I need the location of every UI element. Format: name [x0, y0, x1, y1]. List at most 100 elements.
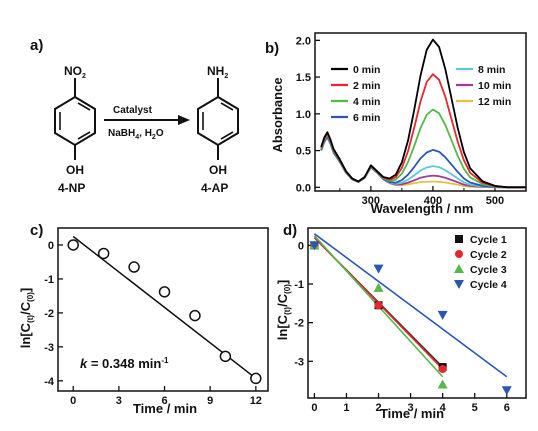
data-point [501, 386, 512, 396]
legend-label: 8 min [478, 64, 505, 76]
reactant-top-group: NO2 [64, 64, 86, 80]
x-tick-label: 6 [161, 395, 167, 407]
legend-label: 0 min [353, 64, 380, 76]
x-tick-label: 5 [472, 402, 478, 414]
panel-b-x-axis-title: Wavelength / nm [371, 201, 474, 216]
x-tick-label: 400 [424, 195, 442, 207]
product-top-group: NH2 [207, 64, 228, 80]
x-tick-label: 0 [311, 402, 317, 414]
legend-label: Cycle 2 [470, 249, 507, 261]
legend-label: 10 min [478, 80, 511, 92]
panel-b-ticks: 300 400 500 0.0 0.5 1.0 1.5 2.0 [296, 35, 504, 207]
panel-b-legend: 0 min 2 min 4 min 6 min 8 min 10 min 12 min [331, 64, 511, 124]
y-tick-label: 0 [48, 240, 54, 252]
x-tick-label: 2 [375, 402, 381, 414]
arrow-label-top: Catalyst [113, 105, 153, 116]
panel-c-label: c) [30, 222, 43, 239]
y-tick-label: 0 [298, 240, 304, 252]
y-tick-label: 2.0 [296, 35, 311, 47]
fit-line [313, 233, 508, 378]
legend-label: Cycle 3 [470, 264, 507, 276]
reactant-name: 4-NP [58, 181, 85, 195]
panel-d-label: d) [283, 222, 297, 239]
panel-d-ticks: 0 1 2 3 4 5 6 0 -1 -2 -3 [294, 240, 510, 414]
product-name: 4-AP [201, 181, 228, 195]
x-tick-label: 12 [250, 395, 262, 407]
data-point [438, 365, 447, 374]
panel-c: c) ln[C(t)/C(0)] Time / min 0 3 6 9 12 0 -1 -2 -… [18, 222, 269, 416]
legend-label: 2 min [353, 80, 380, 92]
panel-b-plot-frame [314, 32, 527, 192]
panel-d-x-axis-title: Time / min [380, 406, 444, 421]
y-tick-label: -4 [44, 376, 55, 388]
x-tick-label: 9 [207, 395, 213, 407]
data-point [437, 379, 448, 389]
panel-b-label: b) [265, 40, 279, 57]
y-tick-label: -1 [294, 279, 304, 291]
product-structure: NH2 OH 4-AP [197, 64, 239, 195]
y-tick-label: 1.5 [296, 72, 311, 84]
x-tick-label: 500 [486, 195, 504, 207]
y-tick-label: -2 [294, 318, 304, 330]
x-tick-label: 6 [504, 402, 510, 414]
panel-d-plot-frame [307, 227, 527, 399]
panel-c-y-axis-title: ln[C(t)/C(0)] [18, 288, 35, 348]
panel-b-curves [320, 38, 526, 189]
y-tick-label: 0.5 [296, 146, 311, 158]
x-tick-label: 0 [70, 395, 76, 407]
y-tick-label: -3 [294, 356, 304, 368]
reaction-arrow: Catalyst NaBH4, H2O [104, 105, 190, 141]
panel-c-x-axis-title: Time / min [133, 401, 197, 416]
panel-a: a) NO2 OH 4-NP Catalyst NaBH4, H2O [30, 37, 239, 195]
data-point [128, 261, 140, 273]
panel-b: b) Absorbance Wavelength / nm 300 400 500 0… [265, 32, 527, 216]
spectrum-line [320, 108, 526, 189]
panel-d: d) ln[C(t)/C(0)] Time / min 0 1 2 3 4 5 6 0 -1 -2… [275, 222, 527, 421]
y-tick-label: -2 [44, 308, 54, 320]
panel-c-rate-annotation: k = 0.348 min-1 [80, 356, 169, 371]
data-point [454, 264, 464, 273]
panel-d-data [309, 233, 512, 396]
product-bottom-group: OH [209, 163, 227, 177]
data-point [374, 301, 383, 310]
data-point [437, 310, 448, 320]
y-tick-label: -1 [44, 274, 54, 286]
x-tick-label: 3 [116, 395, 122, 407]
data-point [455, 235, 463, 243]
y-tick-label: -3 [44, 342, 54, 354]
panel-b-y-axis-title: Absorbance [270, 77, 285, 152]
reactant-bottom-group: OH [66, 163, 84, 177]
panel-c-data [67, 235, 262, 385]
legend-label: 4 min [353, 96, 380, 108]
data-point [373, 282, 384, 292]
data-point [189, 309, 201, 322]
y-tick-label: 0.0 [296, 182, 311, 194]
y-tick-label: 1.0 [296, 109, 311, 121]
panel-c-plot-frame [57, 227, 269, 392]
x-tick-label: 1 [343, 402, 349, 414]
x-tick-label: 300 [362, 195, 380, 207]
data-point [373, 264, 384, 274]
legend-label: Cycle 4 [470, 279, 507, 291]
arrow-label-bottom: NaBH4, H2O [108, 128, 164, 141]
data-point [219, 350, 232, 363]
data-point [455, 250, 463, 258]
data-point [97, 247, 110, 260]
data-point [309, 241, 320, 251]
panel-d-y-axis-title: ln[C(t)/C(0)] [275, 280, 292, 340]
spectrum-line [320, 38, 526, 189]
legend-label: Cycle 1 [470, 234, 507, 246]
legend-label: 12 min [478, 96, 511, 108]
panel-c-ticks: 0 3 6 9 12 0 -1 -2 -3 -4 [44, 240, 262, 407]
x-tick-label: 3 [408, 402, 414, 414]
data-point [158, 286, 171, 298]
panel-d-legend: Cycle 1 Cycle 2 Cycle 3 Cycle 4 [454, 234, 507, 291]
data-point [454, 280, 464, 289]
panel-a-label: a) [30, 37, 43, 54]
data-point [250, 372, 262, 385]
x-tick-label: 4 [440, 402, 447, 414]
legend-label: 6 min [353, 112, 380, 124]
reactant-structure: NO2 OH 4-NP [54, 64, 96, 195]
data-point [67, 239, 79, 251]
